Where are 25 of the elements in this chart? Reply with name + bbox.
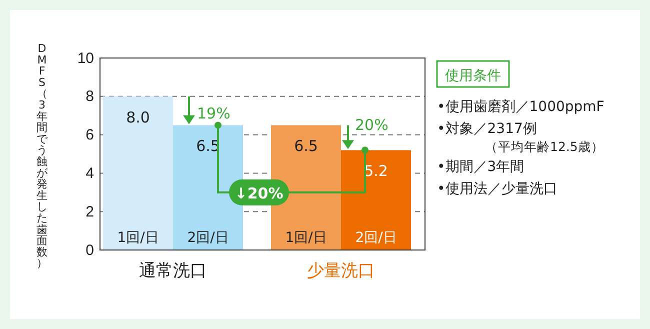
text: •使用法／少量洗口 — [437, 181, 558, 197]
x-tick-label: 2回/日 — [187, 230, 229, 246]
x-tick-label: 1回/日 — [117, 230, 159, 246]
text: •使用歯磨剤／1000ppmF — [437, 99, 604, 115]
annotation: 20% — [355, 116, 388, 134]
x-tick-label: 2回/日 — [355, 230, 397, 246]
y-tick-label: 4 — [86, 165, 94, 182]
annotation: ↓20% — [234, 184, 284, 202]
y-tick-label: 8 — [86, 88, 94, 106]
text: 少量洗口 — [307, 261, 375, 281]
y-tick-label: 2 — [86, 203, 94, 220]
text: 使用条件 — [445, 68, 501, 84]
x-tick-label: 1回/日 — [285, 230, 327, 246]
text: 通常洗口 — [139, 261, 207, 281]
text: （平均年齢12.5歳） — [485, 139, 604, 154]
data-label: 6.5 — [294, 137, 318, 156]
annotation: 19% — [197, 104, 230, 122]
y-tick-label: 10 — [77, 50, 94, 67]
text: •対象／2317例 — [437, 121, 537, 137]
data-label: 8.0 — [126, 108, 150, 126]
y-tick-label: 0 — [86, 242, 94, 259]
text: DMFS（3年間でう蝕が発生した歯面数） — [36, 42, 48, 270]
data-label: 5.2 — [364, 162, 388, 180]
text: •期間／3年間 — [437, 159, 524, 175]
y-tick-label: 6 — [86, 126, 94, 144]
